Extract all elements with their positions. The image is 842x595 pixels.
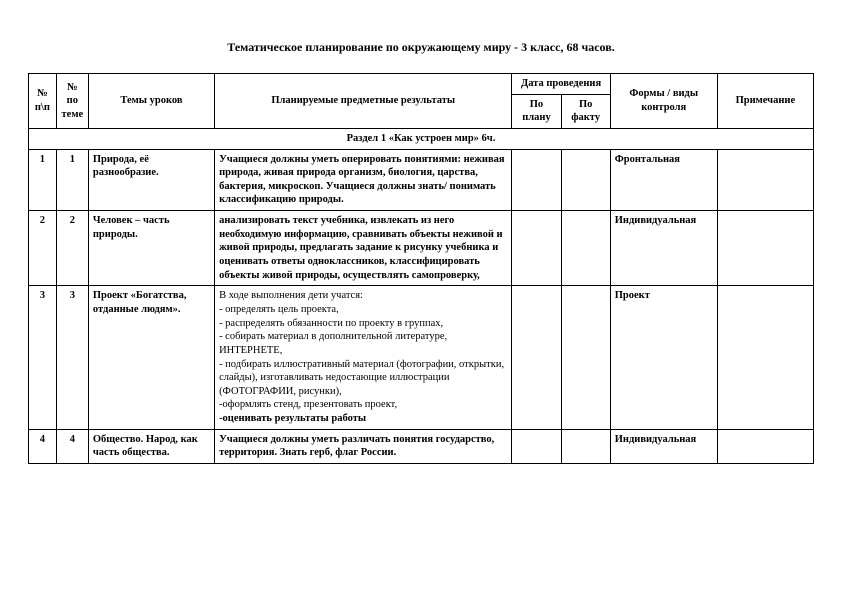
cell-date-fact bbox=[561, 286, 610, 429]
cell-results: Учащиеся должны уметь оперировать поняти… bbox=[215, 149, 512, 211]
header-results: Планируемые предметные результаты bbox=[215, 74, 512, 129]
table-row: 2 2 Человек – часть природы. анализирова… bbox=[29, 211, 814, 286]
cell-note bbox=[717, 429, 813, 463]
cell-note bbox=[717, 211, 813, 286]
cell-topic-no: 3 bbox=[56, 286, 88, 429]
cell-date-fact bbox=[561, 149, 610, 211]
cell-theme: Человек – часть природы. bbox=[88, 211, 214, 286]
header-control: Формы / виды контроля bbox=[610, 74, 717, 129]
cell-control: Проект bbox=[610, 286, 717, 429]
cell-note bbox=[717, 286, 813, 429]
cell-idx: 1 bbox=[29, 149, 57, 211]
cell-results: В ходе выполнения дети учатся: - определ… bbox=[215, 286, 512, 429]
section-title: Раздел 1 «Как устроен мир» 6ч. bbox=[29, 128, 814, 149]
cell-date-plan bbox=[512, 149, 561, 211]
table-row: 1 1 Природа, её разнообразие. Учащиеся д… bbox=[29, 149, 814, 211]
cell-theme: Природа, её разнообразие. bbox=[88, 149, 214, 211]
cell-theme: Проект «Богатства, отданные людям». bbox=[88, 286, 214, 429]
cell-control: Индивидуальная bbox=[610, 429, 717, 463]
cell-topic-no: 1 bbox=[56, 149, 88, 211]
cell-control: Фронтальная bbox=[610, 149, 717, 211]
section-row: Раздел 1 «Как устроен мир» 6ч. bbox=[29, 128, 814, 149]
cell-topic-no: 4 bbox=[56, 429, 88, 463]
page-title: Тематическое планирование по окружающему… bbox=[28, 40, 814, 55]
cell-results-tail: -оценивать результаты работы bbox=[219, 413, 366, 424]
header-date-fact: По факту bbox=[561, 94, 610, 128]
header-note: Примечание bbox=[717, 74, 813, 129]
cell-theme: Общество. Народ, как часть общества. bbox=[88, 429, 214, 463]
cell-date-fact bbox=[561, 429, 610, 463]
table-row: 3 3 Проект «Богатства, отданные людям». … bbox=[29, 286, 814, 429]
cell-idx: 3 bbox=[29, 286, 57, 429]
cell-note bbox=[717, 149, 813, 211]
cell-results: анализировать текст учебника, извлекать … bbox=[215, 211, 512, 286]
cell-idx: 4 bbox=[29, 429, 57, 463]
table-row: 4 4 Общество. Народ, как часть общества.… bbox=[29, 429, 814, 463]
cell-results-body: В ходе выполнения дети учатся: - определ… bbox=[219, 290, 504, 410]
cell-date-fact bbox=[561, 211, 610, 286]
cell-topic-no: 2 bbox=[56, 211, 88, 286]
header-topic-no: № по теме bbox=[56, 74, 88, 129]
header-idx: № п\п bbox=[29, 74, 57, 129]
planning-table: № п\п № по теме Темы уроков Планируемые … bbox=[28, 73, 814, 464]
header-date-plan: По плану bbox=[512, 94, 561, 128]
cell-date-plan bbox=[512, 211, 561, 286]
header-date-group: Дата проведения bbox=[512, 74, 610, 95]
cell-idx: 2 bbox=[29, 211, 57, 286]
cell-control: Индивидуальная bbox=[610, 211, 717, 286]
cell-results: Учащиеся должны уметь различать понятия … bbox=[215, 429, 512, 463]
header-theme: Темы уроков bbox=[88, 74, 214, 129]
cell-date-plan bbox=[512, 429, 561, 463]
cell-date-plan bbox=[512, 286, 561, 429]
